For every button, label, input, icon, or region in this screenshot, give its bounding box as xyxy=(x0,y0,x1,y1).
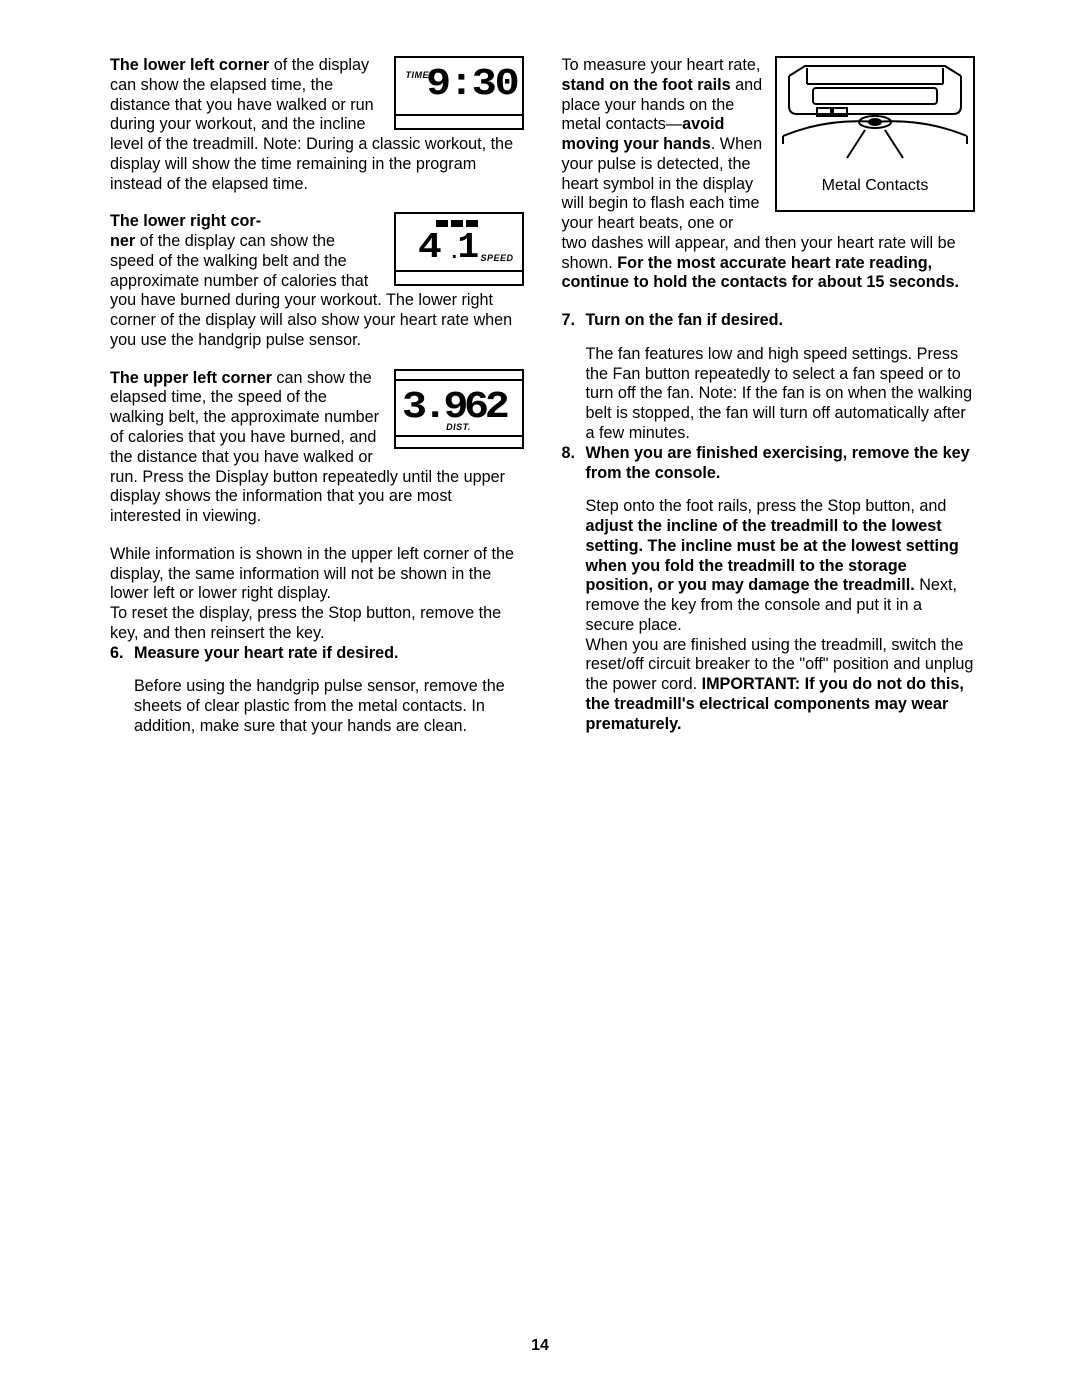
lcd-speed-figure: 4 . 1 SPEED xyxy=(394,212,524,286)
page-number: 14 xyxy=(0,1337,1080,1355)
lcd-speed-v2: 1 xyxy=(458,230,480,266)
metal-contacts-figure: Metal Contacts xyxy=(775,56,975,212)
para-reset: To reset the display, press the Stop but… xyxy=(110,604,524,644)
step-8-title: When you are finished exercising, remove… xyxy=(586,444,976,484)
para-lower-left: TIME 9:30 The lower left corner of the d… xyxy=(110,56,524,194)
para-lower-right: 4 . 1 SPEED The lower right cor-ner of t… xyxy=(110,212,524,350)
step-7-body: The fan features low and high speed sett… xyxy=(562,345,976,444)
bold-lower-left: The lower left corner xyxy=(110,56,269,74)
lcd-speed-dot: . xyxy=(452,240,458,264)
step-8-heading: 8. When you are finished exercising, rem… xyxy=(562,444,976,484)
step-8-body-2: When you are finished using the treadmil… xyxy=(562,636,976,735)
lcd-speed-bars xyxy=(436,220,478,227)
step-7-heading: 7. Turn on the fan if desired. xyxy=(562,311,976,331)
step-6-body: Before using the handgrip pulse sensor, … xyxy=(110,677,524,736)
step-8-body-1: Step onto the foot rails, press the Stop… xyxy=(562,497,976,635)
lcd-speed-label: SPEED xyxy=(480,253,513,264)
page-body: TIME 9:30 The lower left corner of the d… xyxy=(0,0,1080,737)
lcd-time-value: 9:30 xyxy=(426,66,518,104)
hr-bold-3: For the most accurate heart rate reading… xyxy=(562,254,960,292)
lcd-speed-v1: 4 xyxy=(418,230,440,266)
step-7-num: 7. xyxy=(562,311,586,331)
bold-lower-right-1: The lower right cor- xyxy=(110,212,261,230)
bold-upper-left: The upper left corner xyxy=(110,369,272,387)
para-upper-left: 3.962 DIST. The upper left corner can sh… xyxy=(110,369,524,527)
step-7-title: Turn on the fan if desired. xyxy=(586,311,976,331)
s8-t1: Step onto the foot rails, press the Stop… xyxy=(586,497,947,515)
hr-text-1: To measure your heart rate, xyxy=(562,56,761,74)
step-6-heading: 6. Measure your heart rate if desired. xyxy=(110,644,524,664)
lcd-dist-figure: 3.962 DIST. xyxy=(394,369,524,449)
step-6-num: 6. xyxy=(110,644,134,664)
right-column: Metal Contacts To measure your heart rat… xyxy=(562,56,976,737)
bold-lower-right-2: ner xyxy=(110,232,135,250)
para-heart-rate: Metal Contacts To measure your heart rat… xyxy=(562,56,976,293)
s8-b1: adjust the incline of the treadmill to t… xyxy=(586,517,959,594)
hr-bold-1: stand on the foot rails xyxy=(562,76,731,94)
lcd-time-figure: TIME 9:30 xyxy=(394,56,524,130)
step-6-title: Measure your heart rate if desired. xyxy=(134,644,524,664)
metal-contacts-caption: Metal Contacts xyxy=(777,176,973,196)
left-column: TIME 9:30 The lower left corner of the d… xyxy=(110,56,524,737)
step-8-num: 8. xyxy=(562,444,586,484)
lcd-dist-label: DIST. xyxy=(446,422,471,433)
para-info-note: While information is shown in the upper … xyxy=(110,545,524,604)
